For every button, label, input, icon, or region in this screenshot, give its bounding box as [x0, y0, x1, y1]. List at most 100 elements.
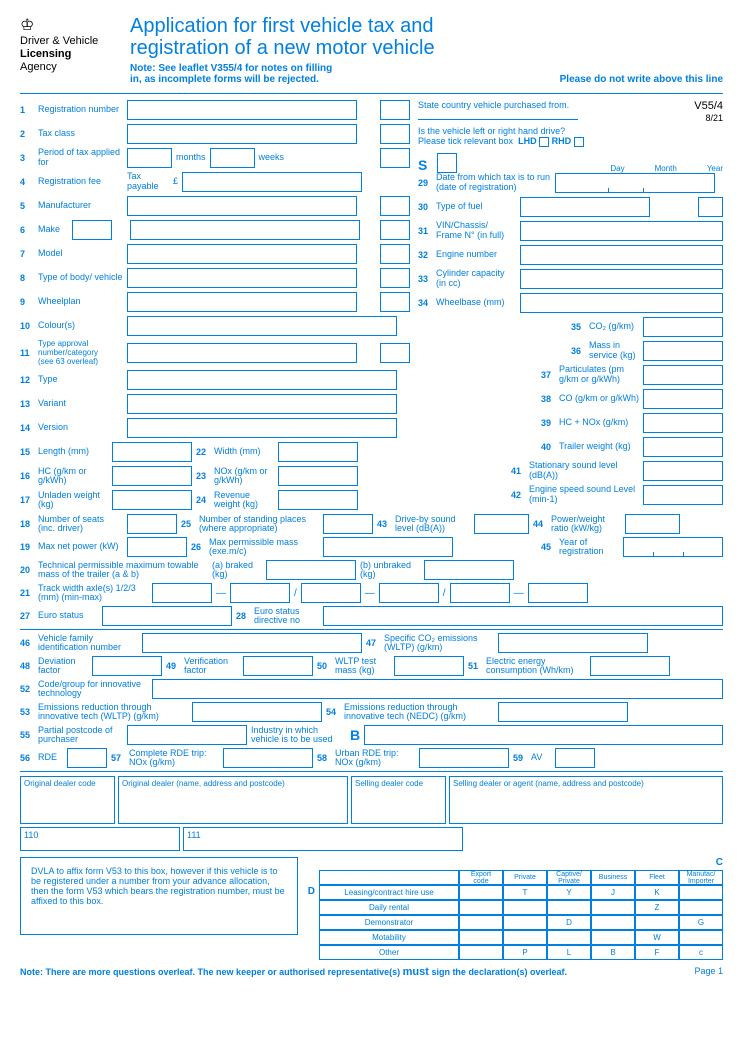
box-21-3[interactable] [301, 583, 361, 603]
box-30b[interactable] [698, 197, 723, 217]
box-17[interactable] [112, 490, 192, 510]
lbl-20: Technical permissible maximum towable ma… [38, 561, 208, 581]
box-33[interactable] [520, 269, 723, 289]
box-2[interactable] [127, 124, 357, 144]
lbl-50: WLTP test mass (kg) [335, 657, 390, 677]
title2: registration of a new motor vehicle [130, 37, 723, 59]
box-36[interactable] [643, 341, 723, 361]
lbl-8: Type of body/ vehicle [38, 273, 123, 283]
box-51[interactable] [590, 656, 670, 676]
box-59[interactable] [555, 748, 595, 768]
box-21-1[interactable] [152, 583, 212, 603]
box-34[interactable] [520, 293, 723, 313]
box-40[interactable] [643, 437, 723, 457]
box-25[interactable] [323, 514, 373, 534]
box-49[interactable] [243, 656, 313, 676]
box-14[interactable] [127, 418, 397, 438]
box-4[interactable] [182, 172, 362, 192]
box-13[interactable] [127, 394, 397, 414]
box-43[interactable] [474, 514, 529, 534]
chk-rhd[interactable] [574, 137, 584, 147]
dealer3[interactable]: Selling dealer code [351, 776, 446, 824]
box-54[interactable] [498, 702, 628, 722]
box-5b[interactable] [380, 196, 410, 216]
box-1[interactable] [127, 100, 357, 120]
box-35[interactable] [643, 317, 723, 337]
lbl-56: RDE [38, 753, 63, 763]
box-53[interactable] [192, 702, 322, 722]
lbl-30: Type of fuel [436, 202, 516, 212]
box-22[interactable] [278, 442, 358, 462]
box-12[interactable] [127, 370, 397, 390]
box-21-2[interactable] [230, 583, 290, 603]
lbl-pound: £ [173, 177, 178, 187]
box-46[interactable] [142, 633, 362, 653]
box-21-5[interactable] [450, 583, 510, 603]
dealer2[interactable]: Original dealer (name, address and postc… [118, 776, 348, 824]
box-9[interactable] [127, 292, 357, 312]
box-58[interactable] [419, 748, 509, 768]
lbl-31: VIN/Chassis/ Frame N° (in full) [436, 221, 516, 241]
box-27[interactable] [102, 606, 232, 626]
box-45[interactable] [623, 537, 723, 557]
box-31[interactable] [520, 221, 723, 241]
box-15[interactable] [112, 442, 192, 462]
box-41[interactable] [643, 461, 723, 481]
box-s[interactable] [437, 153, 457, 173]
ref110[interactable]: 110 [20, 827, 180, 851]
logo-line1: Driver & Vehicle [20, 35, 98, 47]
box-21-4[interactable] [379, 583, 439, 603]
chk-lhd[interactable] [539, 137, 549, 147]
box-11[interactable] [127, 343, 357, 363]
state-line[interactable] [418, 110, 578, 120]
box-30[interactable] [520, 197, 650, 217]
box-32[interactable] [520, 245, 723, 265]
box-20b[interactable] [424, 560, 514, 580]
box-2b[interactable] [380, 124, 410, 144]
box-18[interactable] [127, 514, 177, 534]
box-10[interactable] [127, 316, 397, 336]
box-28[interactable] [323, 606, 723, 626]
box-6[interactable] [130, 220, 360, 240]
box-6a[interactable] [72, 220, 112, 240]
box-5[interactable] [127, 196, 357, 216]
box-7[interactable] [127, 244, 357, 264]
box-21-6[interactable] [528, 583, 588, 603]
box-26[interactable] [323, 537, 453, 557]
box-19[interactable] [127, 537, 187, 557]
box-24[interactable] [278, 490, 358, 510]
box-9b[interactable] [380, 292, 410, 312]
box-8[interactable] [127, 268, 357, 288]
box-47[interactable] [498, 633, 648, 653]
box-52[interactable] [152, 679, 723, 699]
box-7b[interactable] [380, 244, 410, 264]
box-44[interactable] [625, 514, 680, 534]
box-29[interactable] [555, 173, 715, 193]
box-50[interactable] [394, 656, 464, 676]
box-42[interactable] [643, 485, 723, 505]
box-23[interactable] [278, 466, 358, 486]
box-57[interactable] [223, 748, 313, 768]
box-1b[interactable] [380, 100, 410, 120]
box-38[interactable] [643, 389, 723, 409]
box-3b[interactable] [380, 148, 410, 168]
box-6b[interactable] [380, 220, 410, 240]
box-11b[interactable] [380, 343, 410, 363]
box-55[interactable] [127, 725, 247, 745]
box-56[interactable] [67, 748, 107, 768]
lbl-11: Type approval number/category(see 63 ove… [38, 340, 123, 366]
box-3w[interactable] [210, 148, 255, 168]
dealer4[interactable]: Selling dealer or agent (name, address a… [449, 776, 723, 824]
box-37[interactable] [643, 365, 723, 385]
box-39[interactable] [643, 413, 723, 433]
box-8b[interactable] [380, 268, 410, 288]
box-20a[interactable] [266, 560, 356, 580]
lbl-39: HC + NOx (g/km) [559, 418, 639, 428]
box-55b[interactable] [364, 725, 723, 745]
box-3m[interactable] [127, 148, 172, 168]
box-48[interactable] [92, 656, 162, 676]
box-16[interactable] [112, 466, 192, 486]
dealer1[interactable]: Original dealer code [20, 776, 115, 824]
ref111[interactable]: 111 [183, 827, 463, 851]
S-mark: S [418, 157, 427, 173]
